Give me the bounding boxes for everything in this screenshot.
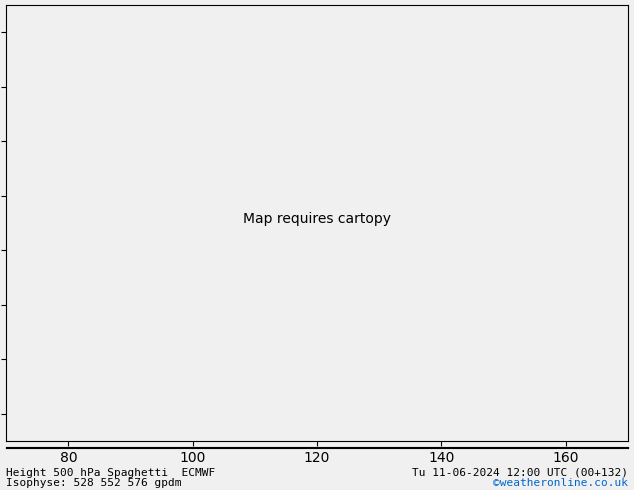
Text: ©weatheronline.co.uk: ©weatheronline.co.uk — [493, 478, 628, 488]
Text: Tu 11-06-2024 12:00 UTC (00+132): Tu 11-06-2024 12:00 UTC (00+132) — [411, 468, 628, 478]
Text: Isophyse: 528 552 576 gpdm: Isophyse: 528 552 576 gpdm — [6, 478, 182, 488]
Text: Height 500 hPa Spaghetti  ECMWF: Height 500 hPa Spaghetti ECMWF — [6, 468, 216, 478]
Text: Map requires cartopy: Map requires cartopy — [243, 212, 391, 226]
